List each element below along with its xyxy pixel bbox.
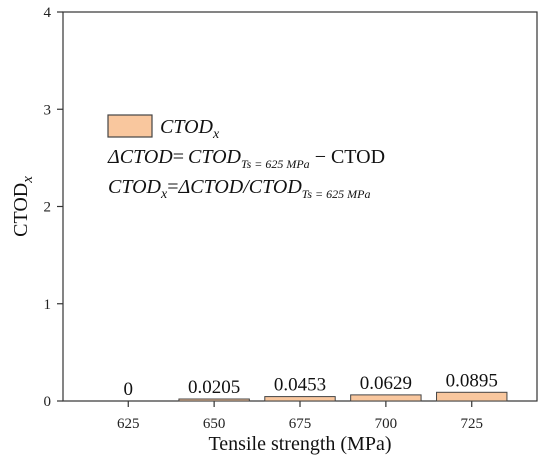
y-tick-label: 2 — [44, 200, 52, 216]
bar-data-label: 0 — [124, 379, 134, 400]
x-axis-label: Tensile strength (MPa) — [208, 433, 391, 455]
y-tick-label: 0 — [44, 394, 52, 410]
y-axis-label-main: CTOD — [10, 183, 32, 237]
legend-series-label: CTODx — [160, 116, 220, 142]
x-tick-label: 650 — [203, 416, 226, 432]
y-tick-label: 4 — [44, 5, 52, 21]
bar — [350, 394, 422, 402]
bar-data-label: 0.0629 — [360, 373, 412, 394]
plot-frame — [62, 11, 538, 402]
x-tick-label: 700 — [375, 416, 398, 432]
bar-data-label: 0.0453 — [274, 375, 326, 396]
legend: CTODx ΔCTOD= CTODTs = 625 MPa − CTOD CTOD… — [107, 114, 385, 202]
bar — [178, 398, 250, 402]
y-tick-label: 1 — [44, 297, 52, 313]
bar-data-label: 0.0205 — [188, 377, 240, 398]
bar-data-label: 0.0895 — [446, 370, 498, 391]
x-tick-label: 625 — [117, 416, 140, 432]
y-tick-label: 3 — [44, 102, 52, 118]
y-axis-ticks: 0 1 2 3 4 — [44, 5, 63, 410]
legend-formula-ratio: CTODx=ΔCTOD/CTODTs = 625 MPa — [108, 176, 370, 202]
x-tick-label: 675 — [289, 416, 312, 432]
bar — [264, 396, 336, 402]
bars — [178, 391, 508, 402]
legend-swatch — [107, 114, 153, 138]
legend-formula-delta: ΔCTOD= CTODTs = 625 MPa − CTOD — [107, 146, 385, 171]
y-axis-label: CTODx — [10, 176, 36, 237]
x-axis-ticks: 625 650 675 700 725 — [117, 401, 483, 432]
bar-labels: 0 0.0205 0.0453 0.0629 0.0895 — [124, 370, 498, 400]
x-tick-label: 725 — [460, 416, 483, 432]
y-axis-label-sub: x — [20, 176, 36, 184]
bar — [436, 391, 508, 402]
